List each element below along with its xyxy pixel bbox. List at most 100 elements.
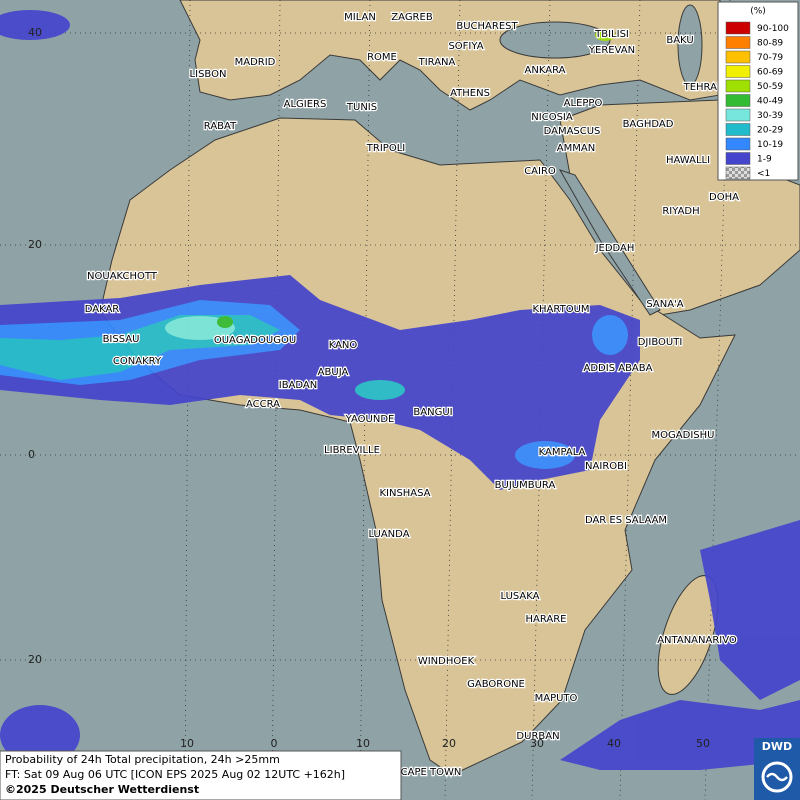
legend-title: (%) <box>750 7 766 17</box>
city-label: CONAKRY <box>113 356 162 367</box>
city-label: RABAT <box>204 121 237 132</box>
logo-icon <box>766 772 788 782</box>
lat-label: 40 <box>28 26 42 39</box>
logo-text: DWD <box>762 740 792 753</box>
legend-swatch <box>725 152 751 165</box>
city-label: ALEPPO <box>564 98 603 109</box>
city-label: TUNIS <box>346 102 377 113</box>
city-label: HAWALLI <box>666 155 710 166</box>
caption-box <box>0 750 402 800</box>
legend-label: 70-79 <box>757 53 783 63</box>
precipitation <box>0 10 800 770</box>
legend-label: 20-29 <box>757 126 783 136</box>
legend-label: 60-69 <box>757 68 783 78</box>
lon-label: 20 <box>442 737 456 750</box>
city-label: MOGADISHU <box>652 430 715 441</box>
lat-label: 20 <box>28 238 42 251</box>
city-label: LUSAKA <box>501 591 540 602</box>
city-label: YEREVAN <box>588 45 635 56</box>
city-label: BUJUMBURA <box>495 480 556 491</box>
caption-line: FT: Sat 09 Aug 06 UTC [ICON EPS 2025 Aug… <box>5 768 345 781</box>
city-label: BAKU <box>666 35 693 46</box>
legend-label: 80-89 <box>757 39 783 49</box>
city-label: BUCHAREST <box>456 21 518 32</box>
city-labels: MILAN ZAGREB BUCHAREST TBILISI BAKU SOFIYA YER… <box>84 11 741 779</box>
city-label: KANO <box>329 340 358 351</box>
lat-label: 0 <box>28 448 35 461</box>
legend-label: 10-19 <box>757 140 783 150</box>
legend-swatch <box>725 94 751 107</box>
precip-area <box>0 10 70 40</box>
precip-area <box>700 520 800 700</box>
city-label: RIYADH <box>662 206 699 217</box>
city-label: NICOSIA <box>531 112 573 123</box>
city-label: ANTANANARIVO <box>657 635 737 646</box>
legend-swatch <box>725 123 751 136</box>
lon-label: 50 <box>696 737 710 750</box>
city-label: LIBREVILLE <box>324 445 380 456</box>
lon-label: 10 <box>356 737 370 750</box>
city-label: ZAGREB <box>391 12 433 23</box>
city-label: GABORONE <box>467 679 525 690</box>
city-label: CAIRO <box>524 166 556 177</box>
city-label: JEDDAH <box>595 243 635 254</box>
city-label: YAOUNDE <box>345 414 395 425</box>
legend-swatch <box>725 50 751 64</box>
logo: DWD <box>754 738 800 800</box>
precip-area <box>217 316 233 328</box>
lon-label: 0 <box>271 737 278 750</box>
city-label: NAIROBI <box>585 461 627 472</box>
city-label: BISSAU <box>103 334 140 345</box>
grid-line <box>619 0 641 800</box>
legend-label: 50-59 <box>757 82 783 92</box>
city-label: DAMASCUS <box>544 126 601 137</box>
city-label: CAPE TOWN <box>401 767 462 778</box>
city-label: WINDHOEK <box>418 656 475 667</box>
legend: (%) 90-100 80-89 70-79 60-69 50-59 40-49 30-39… <box>717 1 799 181</box>
city-label: MAPUTO <box>535 693 578 704</box>
legend-swatch <box>725 108 751 122</box>
caption-line: ©2025 Deutscher Wetterdienst <box>5 783 199 796</box>
logo-icon <box>761 761 793 793</box>
lon-label: 10 <box>180 737 194 750</box>
city-label: TBILISI <box>594 29 629 40</box>
lon-label: 40 <box>607 737 621 750</box>
city-label: ADDIS ABABA <box>584 363 653 374</box>
caspian-sea <box>677 4 703 86</box>
precip-area <box>0 705 80 765</box>
city-label: DJIBOUTI <box>638 337 683 348</box>
city-label: AMMAN <box>557 143 595 154</box>
caption: Probability of 24h Total precipitation, … <box>0 750 402 800</box>
grid-line <box>704 0 731 800</box>
city-label: TRIPOLI <box>366 143 405 154</box>
city-label: TIRANA <box>418 57 456 68</box>
precip-area <box>355 380 405 400</box>
city-label: DAKAR <box>85 304 120 315</box>
caption-line: Probability of 24h Total precipitation, … <box>5 753 280 766</box>
city-label: TEHRAN <box>683 82 725 93</box>
lon-label: 30 <box>530 737 544 750</box>
city-label: SOFIYA <box>448 41 483 52</box>
city-label: MADRID <box>235 57 276 68</box>
city-label: KHARTOUM <box>532 304 589 315</box>
city-label: DOHA <box>709 192 739 203</box>
precip-area <box>515 441 575 469</box>
city-label: DAR ES SALAAM <box>585 515 667 526</box>
city-label: OUAGADOUGOU <box>214 335 296 346</box>
legend-label: 30-39 <box>757 111 783 121</box>
grid-line <box>271 0 281 800</box>
legend-swatch <box>725 166 751 180</box>
city-label: ACCRA <box>246 399 280 410</box>
city-label: ATHENS <box>450 88 490 99</box>
legend-label: <1 <box>757 169 770 179</box>
city-label: LISBON <box>190 69 227 80</box>
legend-label: 90-100 <box>757 24 789 34</box>
city-label: KINSHASA <box>379 488 430 499</box>
city-label: ANKARA <box>525 65 566 76</box>
city-label: LUANDA <box>368 529 409 540</box>
precip-area <box>592 315 628 355</box>
city-label: HARARE <box>525 614 566 625</box>
seas <box>499 4 703 316</box>
